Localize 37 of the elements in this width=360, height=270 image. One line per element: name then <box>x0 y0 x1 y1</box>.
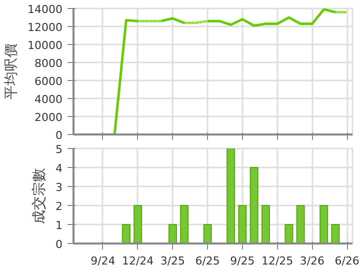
y-tick-label: 10000 <box>28 39 63 52</box>
y-axis-title: 平均呎價 <box>4 44 20 100</box>
y-tick-label: 0 <box>56 238 62 251</box>
y-tick-label: 8000 <box>34 57 63 70</box>
x-tick-label: 3/26 <box>300 254 325 268</box>
y-tick-label: 4000 <box>34 93 63 106</box>
y-axis-title: 成交宗數 <box>32 168 48 224</box>
x-tick-label: 9/25 <box>230 254 255 268</box>
bar <box>238 205 247 244</box>
bar <box>296 205 305 244</box>
bar <box>320 205 328 244</box>
y-tick-label: 1 <box>56 219 62 232</box>
bar <box>261 205 270 244</box>
x-tick-label: 9/24 <box>90 254 116 268</box>
x-tick-label: 3/25 <box>160 254 186 268</box>
y-tick-label: 12000 <box>28 21 63 34</box>
x-tick-label: 12/24 <box>122 254 154 268</box>
y-tick-label: 14000 <box>28 3 63 16</box>
y-tick-label: 4 <box>56 162 62 175</box>
y-tick-label: 0 <box>56 129 62 142</box>
bar <box>180 205 189 244</box>
x-tick-label: 12/25 <box>261 254 294 268</box>
bar <box>331 224 340 244</box>
bar <box>250 167 258 244</box>
y-tick-label: 2000 <box>34 111 63 124</box>
bar <box>122 224 130 244</box>
bar <box>168 224 177 244</box>
bar <box>203 224 212 244</box>
y-tick-label: 3 <box>56 181 62 194</box>
x-tick-label: 6/26 <box>334 254 360 268</box>
y-tick-label: 2 <box>56 200 62 213</box>
y-tick-label: 6000 <box>34 75 63 88</box>
bar <box>134 205 142 244</box>
bar <box>226 148 236 244</box>
x-tick-label: 6/25 <box>195 254 220 268</box>
bar <box>284 224 294 244</box>
y-tick-label: 5 <box>56 143 62 156</box>
